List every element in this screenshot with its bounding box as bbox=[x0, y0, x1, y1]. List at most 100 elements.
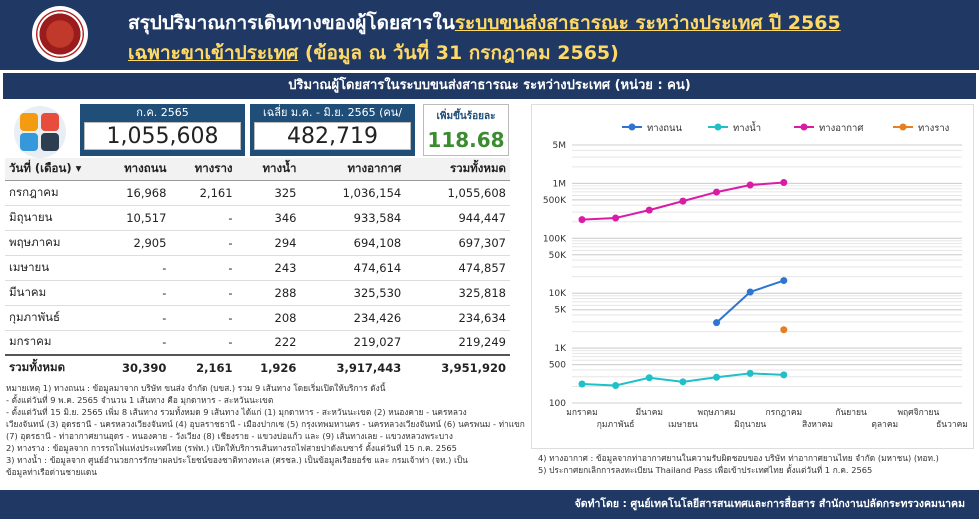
table-cell: มกราคม bbox=[5, 330, 95, 356]
x-tick-label: สิงหาคม bbox=[802, 420, 833, 430]
x-tick-label: มิถุนายน bbox=[734, 420, 766, 430]
table-cell: 234,634 bbox=[405, 305, 510, 331]
table-cell: 474,614 bbox=[300, 255, 406, 281]
table-cell: รวมทั้งหมด bbox=[5, 354, 95, 380]
x-tick-label: ธันวาคม bbox=[936, 420, 968, 430]
transport-tile bbox=[14, 106, 70, 158]
table-cell: - bbox=[95, 255, 171, 281]
month-sort-header[interactable]: วันที่ (เดือน) ▾ bbox=[5, 158, 95, 181]
footnotes: หมายเหตุ 1) ทางถนน : ข้อมูลมาจาก บริษัท … bbox=[6, 382, 526, 478]
y-tick-label: 100K bbox=[543, 234, 567, 244]
legend-marker bbox=[628, 123, 636, 131]
y-tick-label: 1M bbox=[553, 179, 567, 189]
increase-kpi: เพิ่มขึ้นร้อยละ 118.68 bbox=[423, 104, 509, 156]
kpi-label: เพิ่มขึ้นร้อยละ bbox=[436, 111, 496, 122]
data-point bbox=[713, 188, 721, 196]
table-cell: 944,447 bbox=[405, 205, 510, 231]
x-tick-label: ตุลาคม bbox=[871, 420, 898, 430]
table-cell: 2,905 bbox=[95, 230, 171, 256]
footnote: 3) ทางน้ำ : ข้อมูลจาก ศูนย์อำนวยการรักษา… bbox=[6, 455, 468, 465]
table-cell: - bbox=[95, 280, 171, 306]
table-cell: 697,307 bbox=[405, 230, 510, 256]
table-cell: - bbox=[170, 230, 237, 256]
data-point bbox=[679, 197, 687, 205]
table-row[interactable]: พฤษภาคม 2,905-294 694,108 697,307 bbox=[5, 230, 510, 256]
table-cell: 288 bbox=[236, 280, 301, 306]
footnote: ข้อมูลท่าเรือด่านชายแดน bbox=[6, 467, 97, 477]
y-tick-label: 500 bbox=[549, 361, 566, 371]
table-row[interactable]: เมษายน - -243 474,614 474,857 bbox=[5, 255, 510, 281]
table-cell: 325,818 bbox=[405, 280, 510, 306]
column-header: ทางถนน bbox=[95, 158, 171, 181]
footnote: - ตั้งแต่วันที่ 9 พ.ค. 2565 จำนวน 1 เส้น… bbox=[6, 395, 274, 405]
chart-panel: 5M 1M 500K 100K 50K 10K 5K 1K 500 100 มกราคม กุมภาพ… bbox=[531, 104, 974, 449]
table-cell: 294 bbox=[236, 230, 301, 256]
table-cell: 219,027 bbox=[300, 330, 406, 356]
data-point bbox=[780, 277, 788, 285]
passenger-table: วันที่ (เดือน) ▾ ทางถนน ทางราง ทางน้ำ ทา… bbox=[5, 158, 510, 380]
legend-marker bbox=[800, 123, 808, 131]
table-cell: 2,161 bbox=[170, 354, 237, 380]
data-point bbox=[713, 373, 721, 381]
kpi-value: 118.68 bbox=[427, 128, 505, 152]
data-point bbox=[612, 382, 620, 390]
column-header: รวมทั้งหมด bbox=[405, 158, 510, 181]
legend-label: ทางอากาศ bbox=[819, 123, 863, 134]
data-point bbox=[746, 181, 754, 189]
table-row[interactable]: กุมภาพันธ์ - -208 234,426 234,634 bbox=[5, 305, 510, 331]
table-cell: 219,249 bbox=[405, 330, 510, 356]
table-cell: 2,161 bbox=[170, 180, 237, 206]
average-kpi: เฉลี่ย ม.ค. - มิ.ย. 2565 (คน/เดือน) 482,… bbox=[250, 104, 415, 156]
footnote: 2) ทางราง : ข้อมูลจาก การรถไฟแห่งประเทศไ… bbox=[6, 443, 457, 453]
table-row[interactable]: มีนาคม - -288 325,530 325,818 bbox=[5, 280, 510, 306]
x-tick-label: มีนาคม bbox=[636, 407, 663, 418]
table-row[interactable]: กรกฎาคม 16,968 2,161 325 1,036,154 1,055,608 bbox=[5, 180, 510, 206]
table-cell: - bbox=[170, 255, 237, 281]
data-point bbox=[780, 371, 788, 379]
legend-label: ทางราง bbox=[918, 123, 949, 134]
y-tick-label: 50K bbox=[549, 251, 567, 261]
legend-marker bbox=[714, 123, 722, 131]
x-tick-label: กันยายน bbox=[835, 408, 867, 418]
data-point bbox=[578, 380, 586, 388]
legend-label: ทางน้ำ bbox=[733, 121, 761, 134]
column-header: ทางราง bbox=[170, 158, 237, 181]
table-cell: 3,951,920 bbox=[405, 354, 510, 380]
header: สรุปปริมาณการเดินทางของผู้โดยสารในระบบขน… bbox=[0, 0, 979, 70]
kpi-label: ก.ค. 2565 bbox=[136, 106, 189, 119]
table-cell: 30,390 bbox=[95, 354, 171, 380]
data-point bbox=[780, 326, 788, 334]
table-cell: - bbox=[95, 305, 171, 331]
kpi-label: เฉลี่ย ม.ค. - มิ.ย. 2565 (คน/เดือน) bbox=[262, 106, 403, 137]
page-subtitle: เฉพาะขาเข้าประเทศ (ข้อมูล ณ วันที่ 31 กร… bbox=[128, 42, 619, 64]
table-cell: 208 bbox=[236, 305, 301, 331]
column-header: ทางน้ำ bbox=[236, 158, 301, 181]
data-point bbox=[746, 288, 754, 296]
footnotes-right: 4) ทางอากาศ : ข้อมูลจากท่าอากาศยานในความ… bbox=[538, 452, 973, 476]
x-tick-label: มกราคม bbox=[566, 408, 597, 418]
table-cell: 346 bbox=[236, 205, 301, 231]
table-cell: 1,055,608 bbox=[405, 180, 510, 206]
y-tick-label: 10K bbox=[549, 289, 567, 299]
table-cell: 234,426 bbox=[300, 305, 406, 331]
table-cell: กุมภาพันธ์ bbox=[5, 305, 95, 331]
footnote: 4) ทางอากาศ : ข้อมูลจากท่าอากาศยานในความ… bbox=[538, 453, 939, 463]
y-tick-label: 5K bbox=[554, 306, 567, 316]
footnote: เวียงจันทน์ (3) อุดรธานี - นครหลวงเวียงจ… bbox=[6, 419, 525, 429]
table-cell: มีนาคม bbox=[5, 280, 95, 306]
table-cell: มิถุนายน bbox=[5, 205, 95, 231]
x-tick-label: กรกฎาคม bbox=[765, 408, 802, 418]
legend-marker bbox=[899, 123, 907, 131]
bus-icon bbox=[20, 113, 38, 131]
table-cell: 3,917,443 bbox=[300, 354, 406, 380]
data-point bbox=[780, 179, 788, 187]
table-cell: เมษายน bbox=[5, 255, 95, 281]
table-cell: 474,857 bbox=[405, 255, 510, 281]
footnote: หมายเหตุ 1) ทางถนน : ข้อมูลมาจาก บริษัท … bbox=[6, 383, 386, 393]
table-row[interactable]: มิถุนายน 10,517-346 933,584 944,447 bbox=[5, 205, 510, 231]
table-cell: 1,036,154 bbox=[300, 180, 406, 206]
data-point bbox=[612, 214, 620, 222]
table-row[interactable]: มกราคม - -222 219,027 219,249 bbox=[5, 330, 510, 356]
table-cell: 10,517 bbox=[95, 205, 171, 231]
data-point bbox=[645, 374, 653, 382]
